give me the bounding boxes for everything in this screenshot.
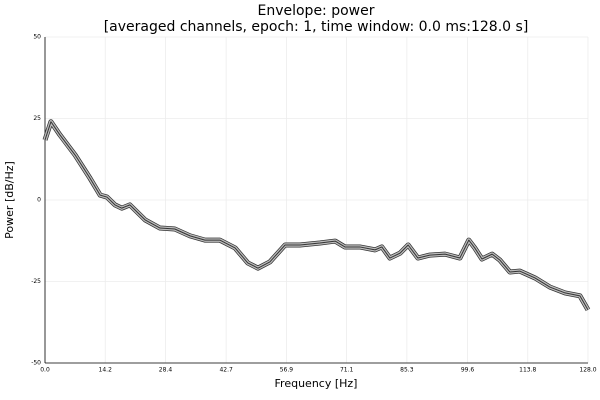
chart-subtitle: [averaged channels, epoch: 1, time windo…	[104, 19, 529, 35]
y-tick-label: 25	[33, 115, 41, 122]
x-tick-label: 14.2	[99, 367, 113, 374]
x-tick-label: 128.0	[579, 367, 596, 374]
y-tick-label: 0	[37, 197, 41, 204]
y-tick-label: -50	[31, 360, 41, 367]
line	[44, 121, 589, 311]
x-tick-label: 99.6	[461, 367, 475, 374]
x-tick-label: 113.8	[519, 367, 536, 374]
x-tick-label: 0.0	[40, 367, 50, 374]
x-tick-label: 56.9	[280, 367, 294, 374]
x-tick-label: 42.7	[219, 367, 233, 374]
x-tick-label: 71.1	[340, 367, 354, 374]
x-axis-label: Frequency [Hz]	[275, 377, 358, 390]
y-tick-label: -25	[31, 278, 41, 285]
x-tick-label: 85.3	[400, 367, 414, 374]
y-axis-label: Power [dB/Hz]	[3, 161, 16, 239]
y-tick-label: 50	[33, 34, 41, 41]
chart-title: Envelope: power	[257, 3, 374, 19]
x-tick-label: 28.4	[159, 367, 173, 374]
